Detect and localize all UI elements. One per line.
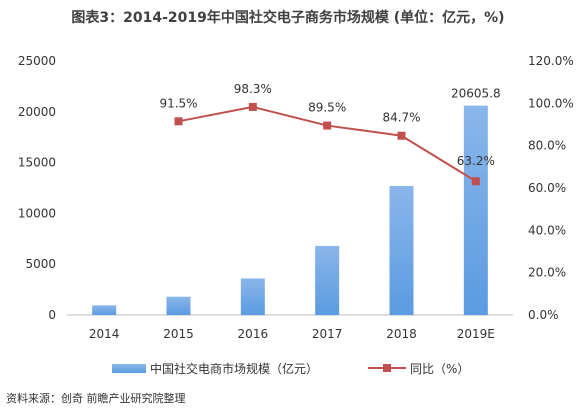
bar — [240, 278, 265, 315]
x-tick-label: 2015 — [163, 327, 194, 341]
x-tick-label: 2017 — [312, 327, 343, 341]
y-right-tick-label: 100.0% — [528, 96, 574, 110]
bar — [389, 185, 414, 315]
y-left-tick-label: 25000 — [18, 54, 56, 68]
legend-label-yoy: 同比（%） — [410, 361, 470, 376]
legend-bar-swatch — [112, 363, 146, 373]
yoy-data-label: 84.7% — [382, 111, 420, 125]
yoy-point — [174, 117, 183, 126]
x-tick-label: 2014 — [89, 327, 120, 341]
yoy-data-label: 91.5% — [159, 96, 197, 110]
y-right-tick-label: 0.0% — [528, 308, 559, 322]
bars-layer — [92, 105, 488, 315]
labels-layer: 20605.8 91.5% 98.3% 89.5% 84.7% 63.2% — [159, 82, 500, 168]
chart-title: 图表3：2014-2019年中国社交电子商务市场规模 (单位：亿元，%) — [71, 10, 505, 26]
x-tick-label: 2019E — [457, 327, 495, 341]
y-right-tick-label: 80.0% — [528, 139, 566, 153]
y-left-tick-label: 0 — [48, 308, 56, 322]
legend-label-market-size: 中国社交电商市场规模（亿元） — [150, 361, 319, 376]
y-left-tick-label: 15000 — [18, 156, 56, 170]
line-layer — [174, 102, 480, 186]
yoy-data-label: 89.5% — [308, 101, 346, 115]
legend-item-yoy: 同比（%） — [368, 358, 469, 378]
bar — [463, 105, 488, 315]
yoy-point — [248, 102, 257, 111]
bar — [166, 296, 191, 315]
y-right-tick-label: 40.0% — [528, 223, 566, 237]
y-right-tick-label: 20.0% — [528, 266, 566, 280]
y-left-tick-label: 20000 — [18, 105, 56, 119]
yoy-data-label: 63.2% — [457, 154, 495, 168]
source-note: 资料来源：创奇 前瞻产业研究院整理 — [6, 392, 186, 405]
y-left-tick-label: 5000 — [25, 257, 56, 271]
legend-line-swatch — [368, 363, 406, 373]
yoy-data-label: 98.3% — [234, 82, 272, 96]
yoy-point — [471, 177, 480, 186]
bar — [92, 305, 117, 315]
y-right-tick-label: 120.0% — [528, 54, 574, 68]
y-right-tick-label: 60.0% — [528, 181, 566, 195]
bar-data-label: 20605.8 — [451, 87, 501, 101]
axes-layer: 0 5000 10000 15000 20000 25000 0.0% 20.0% 40.0% 6… — [18, 54, 574, 341]
yoy-line — [178, 105, 477, 183]
yoy-point — [323, 121, 332, 130]
chart-legend: 中国社交电商市场规模（亿元） 同比（%） — [0, 358, 576, 378]
x-tick-label: 2018 — [386, 327, 417, 341]
legend-item-market-size: 中国社交电商市场规模（亿元） — [112, 358, 318, 378]
bar — [315, 245, 340, 315]
yoy-point — [397, 131, 406, 140]
x-tick-label: 2016 — [238, 327, 269, 341]
y-left-tick-label: 10000 — [18, 206, 56, 220]
